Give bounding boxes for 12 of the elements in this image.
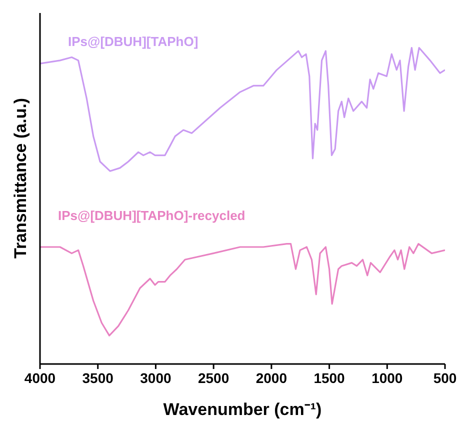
- series-label: IPs@[DBUH][TAPhO]-recycled: [58, 208, 246, 223]
- x-axis-title: Wavenumber (cm⁻¹): [163, 400, 322, 419]
- x-tick-label: 2500: [198, 370, 230, 386]
- x-tick-label: 500: [433, 370, 457, 386]
- x-tick-label: 3000: [140, 370, 172, 386]
- x-tick-label: 2000: [256, 370, 288, 386]
- x-tick-label: 4000: [24, 370, 56, 386]
- x-tick-label: 1500: [314, 370, 346, 386]
- x-tick-label: 1000: [372, 370, 403, 386]
- series-label: IPs@[DBUH][TAPhO]: [68, 34, 198, 49]
- x-tick-label: 3500: [82, 370, 114, 386]
- y-axis-title: Transmittance (a.u.): [11, 98, 30, 258]
